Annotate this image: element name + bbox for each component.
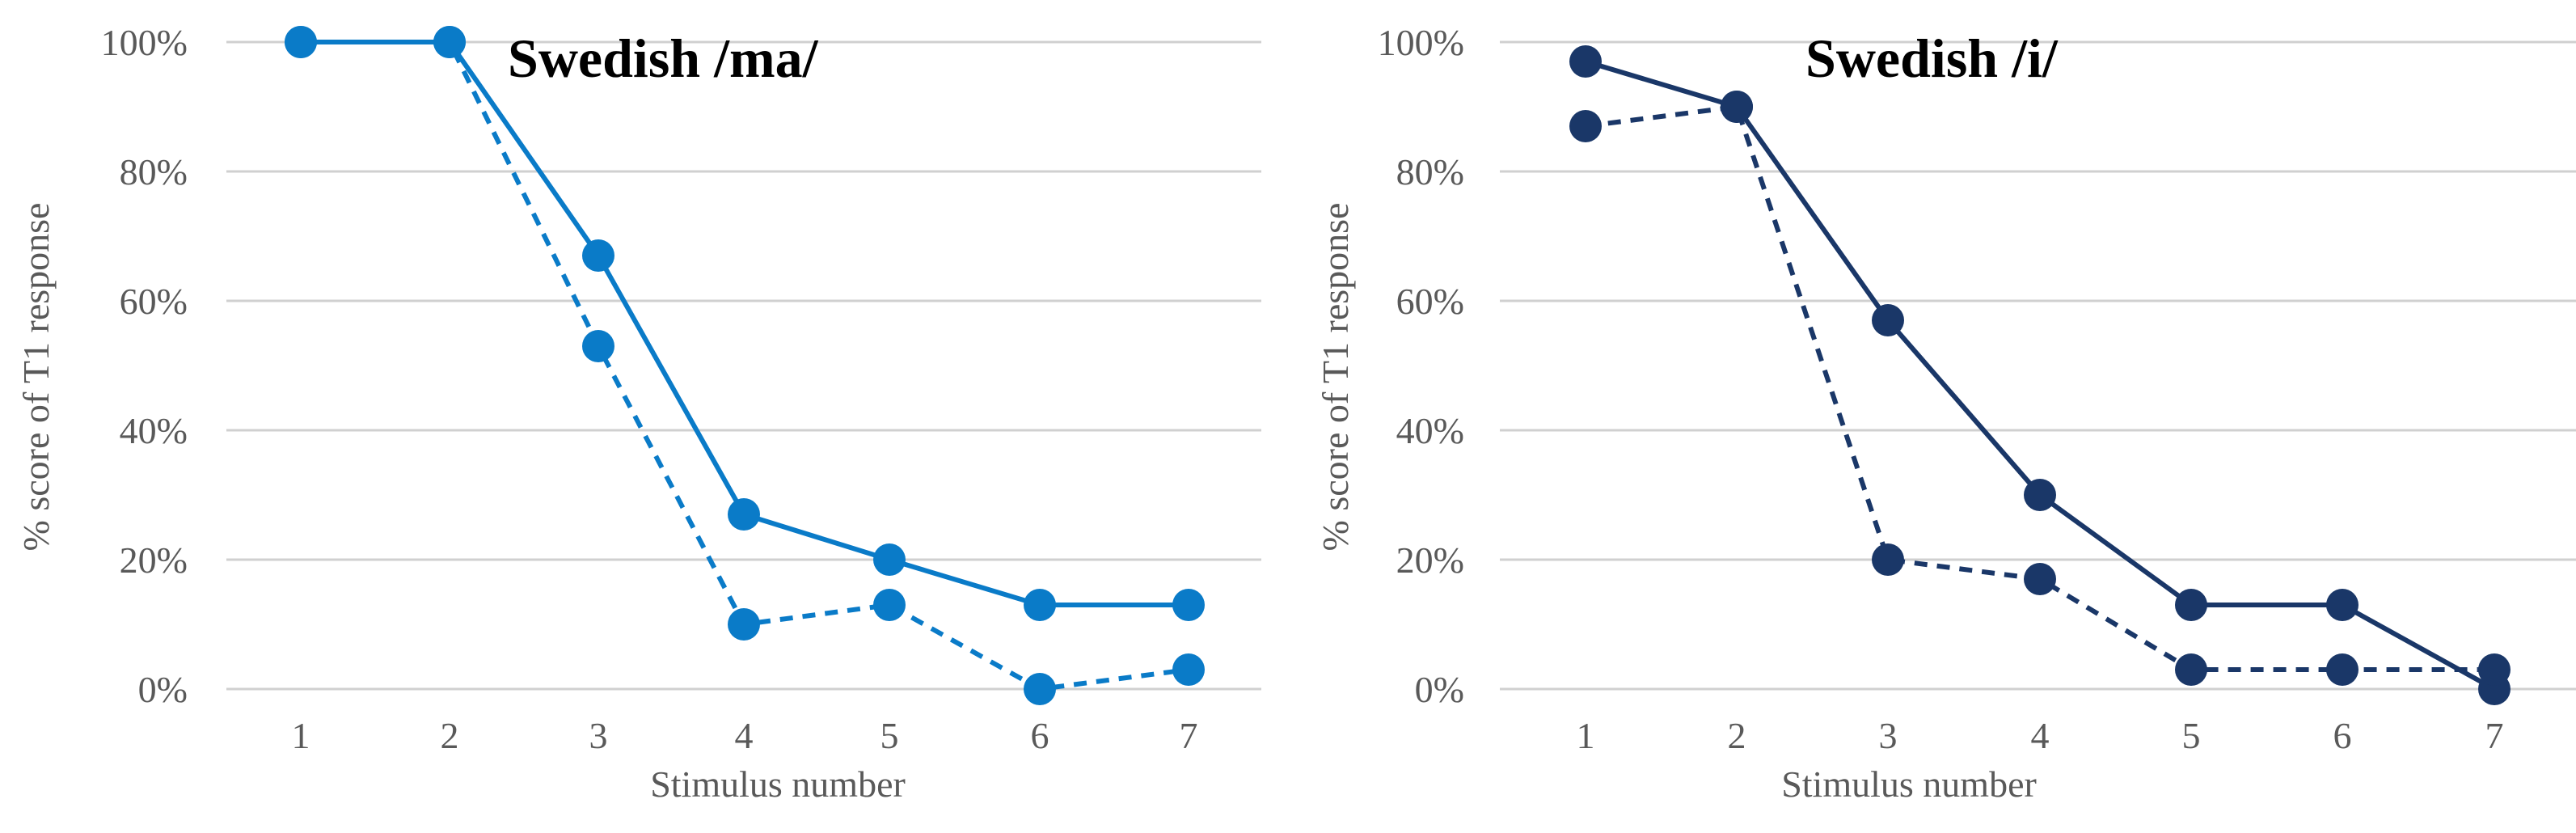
data-point-solid bbox=[1024, 589, 1056, 621]
x-tick-label: 3 bbox=[1879, 715, 1898, 756]
y-tick-label: 100% bbox=[1378, 22, 1464, 63]
chart-title: Swedish /i/ bbox=[1805, 27, 2059, 89]
data-point-dashed bbox=[728, 608, 760, 641]
chart-svg: 0% 20% 40% 60% 80% 100% 1 2 3 4 5 6 7 Swedish /ma/ S… bbox=[15, 22, 1261, 805]
x-tick-label: 6 bbox=[2333, 715, 2352, 756]
x-tick-label: 5 bbox=[880, 715, 899, 756]
data-point-dashed bbox=[2326, 653, 2359, 686]
chart-svg: 0% 20% 40% 60% 80% 100% 1 2 3 4 5 6 7 Swedish /i/ St… bbox=[1315, 22, 2576, 805]
data-point-dashed bbox=[433, 26, 466, 58]
x-axis-title: Stimulus number bbox=[1781, 763, 2037, 805]
data-point-solid bbox=[2326, 589, 2359, 621]
chart-swedish-ma: 0% 20% 40% 60% 80% 100% 1 2 3 4 5 6 7 Swedish /ma/ S… bbox=[15, 22, 1261, 805]
y-tick-label: 100% bbox=[101, 22, 188, 63]
y-tick-label: 60% bbox=[120, 281, 188, 322]
x-tick-label: 2 bbox=[441, 715, 459, 756]
y-tick-label: 0% bbox=[138, 669, 188, 710]
chart-title: Swedish /ma/ bbox=[508, 27, 819, 89]
data-point-solid bbox=[728, 498, 760, 531]
data-point-solid bbox=[1172, 589, 1205, 621]
y-axis-title: % score of T1 response bbox=[1315, 203, 1356, 552]
x-tick-label: 3 bbox=[589, 715, 608, 756]
y-tick-label: 0% bbox=[1415, 669, 1464, 710]
x-tick-label: 4 bbox=[2031, 715, 2050, 756]
data-point-dashed bbox=[2175, 653, 2207, 686]
y-axis-title: % score of T1 response bbox=[15, 203, 57, 552]
data-point-dashed bbox=[1569, 110, 1602, 142]
data-point-dashed bbox=[1172, 653, 1205, 686]
chart-swedish-i: 0% 20% 40% 60% 80% 100% 1 2 3 4 5 6 7 Swedish /i/ St… bbox=[1288, 0, 2576, 833]
data-point-solid bbox=[2175, 589, 2207, 621]
y-tick-label: 20% bbox=[120, 539, 188, 581]
x-tick-label: 7 bbox=[2485, 715, 2504, 756]
x-tick-label: 5 bbox=[2182, 715, 2201, 756]
x-tick-label: 1 bbox=[292, 715, 310, 756]
x-tick-label: 2 bbox=[1728, 715, 1746, 756]
x-tick-label: 1 bbox=[1577, 715, 1595, 756]
data-point-solid bbox=[1872, 304, 1904, 336]
data-point-dashed bbox=[1872, 543, 1904, 576]
data-point-dashed bbox=[1721, 91, 1753, 123]
series-line-dashed bbox=[301, 40, 1189, 691]
data-point-dashed bbox=[2478, 653, 2511, 686]
x-tick-label: 4 bbox=[735, 715, 754, 756]
data-point-solid bbox=[1569, 45, 1602, 78]
data-point-dashed bbox=[285, 26, 317, 58]
y-tick-label: 60% bbox=[1396, 281, 1464, 322]
y-tick-label: 40% bbox=[1396, 410, 1464, 451]
data-point-dashed bbox=[582, 330, 614, 362]
data-point-solid bbox=[582, 239, 614, 272]
y-tick-label: 80% bbox=[120, 151, 188, 192]
x-tick-label: 6 bbox=[1031, 715, 1049, 756]
x-axis-title: Stimulus number bbox=[650, 763, 906, 805]
data-point-solid bbox=[2024, 479, 2056, 511]
data-point-dashed bbox=[2024, 563, 2056, 595]
y-tick-label: 40% bbox=[120, 410, 188, 451]
data-point-dashed bbox=[1024, 673, 1056, 705]
data-point-solid bbox=[873, 543, 906, 576]
x-tick-label: 7 bbox=[1180, 715, 1198, 756]
y-tick-label: 20% bbox=[1396, 539, 1464, 581]
data-point-dashed bbox=[873, 589, 906, 621]
y-tick-label: 80% bbox=[1396, 151, 1464, 192]
